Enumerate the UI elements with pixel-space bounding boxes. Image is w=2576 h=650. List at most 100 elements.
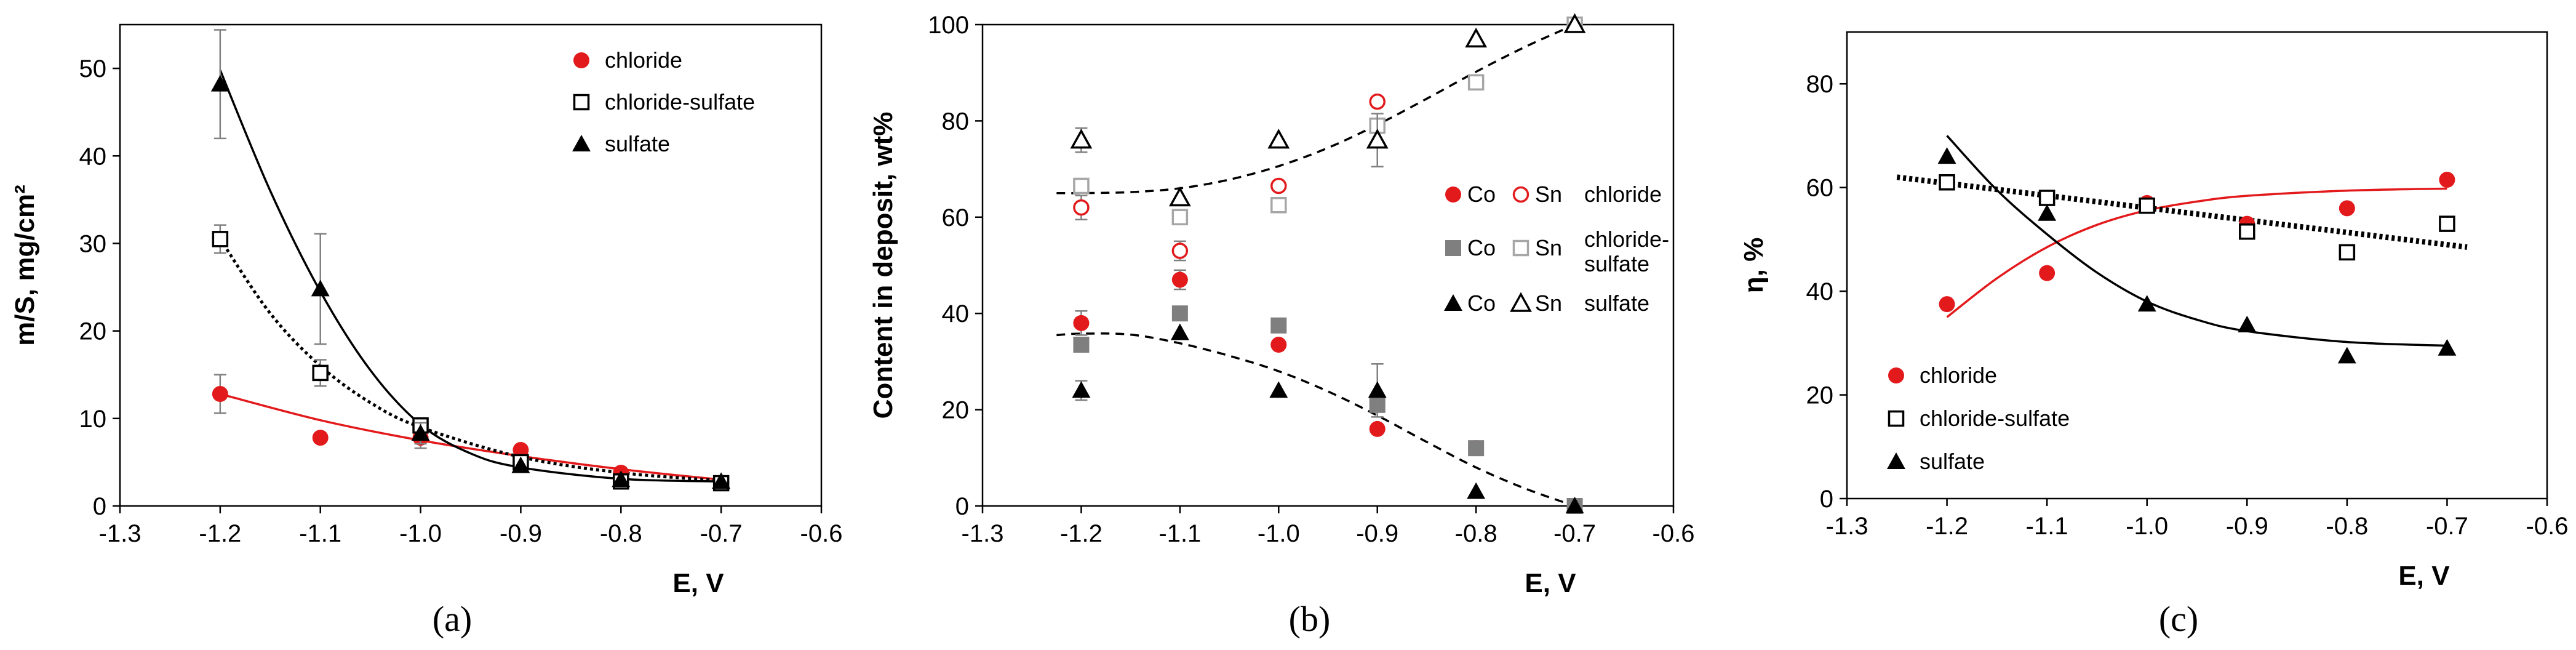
y-axis-label: m/S, mg/cm² xyxy=(10,185,40,346)
legend-marker xyxy=(1512,239,1529,257)
x-axis-label: E, V xyxy=(2398,561,2450,591)
data-point xyxy=(1366,129,1389,149)
x-tick-label: -0.8 xyxy=(600,520,642,547)
data-point xyxy=(2339,244,2356,261)
data-point xyxy=(1270,317,1287,334)
data-point xyxy=(2039,265,2056,281)
x-axis-label: E, V xyxy=(672,568,724,598)
data-point xyxy=(1171,305,1188,322)
x-tick-label: -1.0 xyxy=(2126,513,2168,540)
legend-marker xyxy=(572,135,591,151)
legend-label-sn: Sn xyxy=(1535,291,1562,316)
data-point xyxy=(612,470,631,487)
y-tick-label: 60 xyxy=(942,204,970,231)
x-tick-label: -1.0 xyxy=(399,520,442,547)
panel-caption: (b) xyxy=(1289,599,1331,639)
x-tick-label: -1.1 xyxy=(1158,520,1201,547)
x-tick-label: -1.3 xyxy=(962,520,1004,547)
data-point xyxy=(311,279,330,297)
trend-line xyxy=(1946,135,2447,347)
panel-caption: (c) xyxy=(2159,599,2198,639)
legend-marker xyxy=(1888,410,1905,427)
legend-label: chloride xyxy=(1920,363,1997,388)
data-point xyxy=(1070,129,1093,149)
legend-group-label: chloride xyxy=(1584,182,1662,207)
data-point xyxy=(2239,223,2255,240)
data-point xyxy=(212,386,228,403)
x-tick-label: -1.2 xyxy=(1060,520,1103,547)
legend-label-co: Co xyxy=(1467,235,1496,260)
data-point xyxy=(1563,13,1586,33)
legend-label: chloride-sulfate xyxy=(605,89,755,114)
legend-label-sn: Sn xyxy=(1535,235,1562,260)
data-point xyxy=(2439,172,2455,188)
data-point xyxy=(1939,296,1955,313)
data-point xyxy=(2137,295,2156,312)
data-point xyxy=(1368,381,1387,398)
data-point xyxy=(1073,199,1090,216)
y-tick-label: 20 xyxy=(1806,382,1834,409)
legend-group-label: chloride- xyxy=(1584,227,1669,252)
data-point xyxy=(1468,440,1485,457)
y-tick-label: 10 xyxy=(79,406,107,433)
data-point xyxy=(1073,337,1090,353)
data-point xyxy=(1467,74,1485,91)
data-point xyxy=(2337,347,2356,364)
plot-area xyxy=(1846,31,2548,500)
legend-marker xyxy=(1444,294,1462,311)
y-tick-label: 20 xyxy=(79,318,107,345)
data-point xyxy=(1171,243,1189,259)
plot-area xyxy=(981,23,1675,507)
x-tick-label: -1.2 xyxy=(1926,513,1968,540)
y-tick-label: 60 xyxy=(1806,175,1834,202)
y-tick-label: 0 xyxy=(955,493,969,520)
x-tick-label: -1.1 xyxy=(2026,513,2068,540)
legend-marker xyxy=(1510,292,1532,312)
data-point xyxy=(312,430,329,446)
data-point xyxy=(512,442,529,459)
y-tick-label: 40 xyxy=(1806,278,1834,305)
data-point xyxy=(1467,482,1486,499)
y-axis-label: η, % xyxy=(1739,238,1769,293)
y-tick-label: 30 xyxy=(79,230,107,257)
chart-panel-2: -1.3 -1.2 -1.1 -1.0 -0.9 -0.8 -0.7 -0.6 0 20 40 60 8… xyxy=(868,12,1694,639)
y-tick-label: 0 xyxy=(1820,486,1833,513)
legend-marker xyxy=(573,94,590,111)
data-point xyxy=(1072,381,1091,398)
x-tick-label: -1.3 xyxy=(99,520,142,547)
data-point xyxy=(2238,315,2257,332)
data-point xyxy=(1269,381,1288,398)
legend-marker xyxy=(573,52,589,68)
x-tick-label: -0.7 xyxy=(2426,513,2468,540)
x-tick-label: -0.6 xyxy=(2526,513,2569,540)
data-point xyxy=(511,456,530,473)
legend-label-co: Co xyxy=(1467,291,1496,316)
legend-label: chloride-sulfate xyxy=(1920,406,2070,431)
x-axis-label: E, V xyxy=(1525,568,1576,598)
legend-marker xyxy=(1887,452,1905,469)
x-tick-label: -0.9 xyxy=(500,520,542,547)
legend-group-label: sulfate xyxy=(1584,291,1649,316)
plot-area xyxy=(119,23,823,507)
x-tick-label: -0.8 xyxy=(1455,520,1497,547)
data-point xyxy=(2439,215,2455,232)
data-point xyxy=(411,424,430,441)
data-point xyxy=(1937,147,1956,164)
x-tick-label: -0.6 xyxy=(1653,520,1695,547)
data-point xyxy=(712,472,731,489)
x-tick-label: -1.3 xyxy=(1826,513,1868,540)
data-point xyxy=(1369,93,1386,110)
y-tick-label: 40 xyxy=(79,143,107,170)
data-point xyxy=(1168,186,1191,207)
chart-panel-3: -1.3 -1.2 -1.1 -1.0 -0.9 -0.8 -0.7 -0.6 0 20 40 60 8… xyxy=(1739,31,2569,639)
x-tick-label: -1.0 xyxy=(1258,520,1300,547)
legend-marker xyxy=(1888,367,1904,383)
data-point xyxy=(1171,209,1189,226)
y-tick-label: 80 xyxy=(1806,71,1834,98)
trend-line xyxy=(1896,174,2468,250)
x-tick-label: -1.2 xyxy=(199,520,241,547)
y-tick-label: 20 xyxy=(942,397,970,424)
data-point xyxy=(2139,197,2155,214)
chart-panel-1: -1.3 -1.2 -1.1 -1.0 -0.9 -0.8 -0.7 -0.6 0 10 20 30 4… xyxy=(10,23,842,639)
